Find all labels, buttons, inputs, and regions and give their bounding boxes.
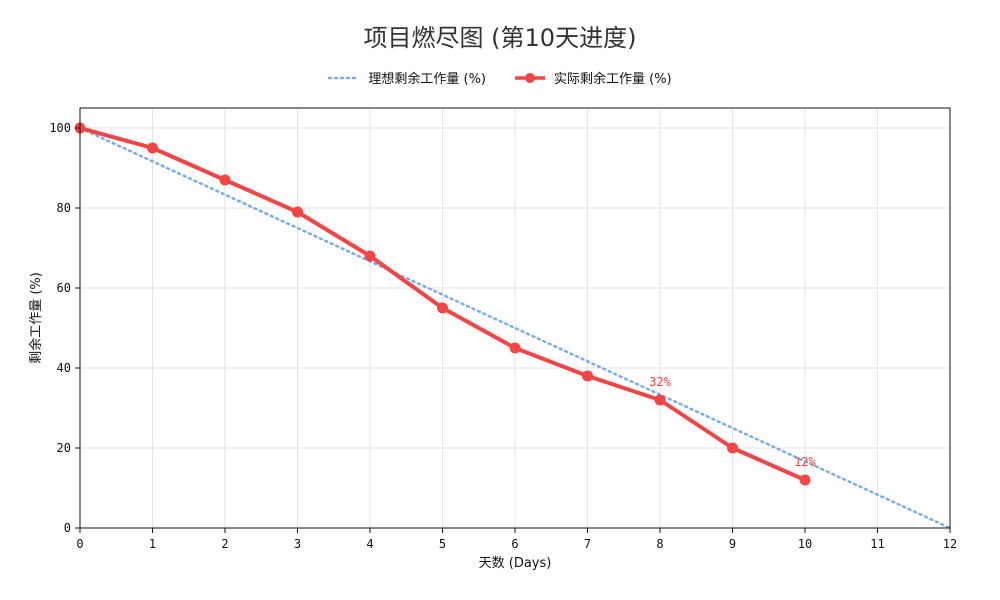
- y-tick-label: 80: [57, 201, 71, 215]
- data-point-actual: [509, 342, 521, 354]
- data-point-actual: [582, 370, 593, 382]
- data-point-actual: [292, 206, 303, 218]
- x-tick-label: 8: [656, 537, 663, 551]
- x-tick-label: 12: [943, 537, 957, 551]
- y-tick-label: 0: [64, 521, 71, 535]
- legend-entry-actual: 实际剩余工作量 (%): [514, 68, 672, 87]
- y-tick-label: 60: [57, 281, 71, 295]
- x-tick-label: 1: [149, 537, 156, 551]
- x-axis-label: 天数 (Days): [479, 556, 552, 571]
- data-point-actual: [799, 474, 811, 486]
- x-tick-label: 6: [511, 537, 518, 551]
- x-tick-label: 2: [221, 537, 228, 551]
- x-tick-label: 0: [76, 537, 83, 551]
- data-label: 32%: [649, 375, 671, 389]
- x-tick-label: 11: [870, 537, 884, 551]
- y-tick-label: 40: [57, 361, 71, 375]
- y-tick-label: 20: [57, 441, 71, 455]
- legend-label-actual: 实际剩余工作量 (%): [554, 72, 672, 87]
- x-tick-label: 3: [294, 537, 301, 551]
- y-axis-label: 剩余工作量 (%): [28, 272, 44, 364]
- legend-entry-ideal: 理想剩余工作量 (%): [328, 68, 486, 87]
- data-point-actual: [219, 174, 231, 186]
- data-point-actual: [364, 250, 376, 262]
- y-tick-label: 100: [49, 121, 71, 135]
- legend-label-ideal: 理想剩余工作量 (%): [368, 72, 486, 87]
- legend: 理想剩余工作量 (%) 实际剩余工作量 (%): [0, 68, 1000, 87]
- legend-swatch-ideal: [328, 76, 361, 79]
- x-tick-label: 10: [798, 537, 812, 551]
- data-point-actual: [727, 442, 738, 454]
- data-point-actual: [147, 142, 158, 154]
- x-tick-label: 9: [729, 537, 736, 551]
- chart-title: 项目燃尽图 (第10天进度): [363, 24, 637, 52]
- data-point-actual: [654, 394, 666, 406]
- x-tick-label: 4: [366, 537, 373, 551]
- data-point-actual: [437, 302, 448, 314]
- series-line-ideal: [78, 126, 952, 530]
- data-label: 12%: [794, 455, 816, 469]
- x-tick-label: 5: [439, 537, 446, 551]
- x-tick-label: 7: [584, 537, 591, 551]
- legend-swatch-actual: [515, 72, 545, 83]
